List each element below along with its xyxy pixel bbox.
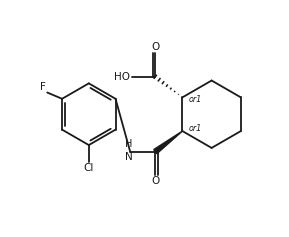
Text: HO: HO	[114, 72, 130, 82]
Text: O: O	[151, 42, 160, 52]
Text: or1: or1	[189, 124, 202, 133]
Text: H: H	[125, 139, 133, 149]
Text: Cl: Cl	[84, 163, 94, 173]
Polygon shape	[154, 131, 182, 154]
Text: N: N	[125, 152, 133, 162]
Text: F: F	[40, 82, 46, 92]
Text: or1: or1	[189, 95, 202, 104]
Text: O: O	[151, 177, 160, 187]
